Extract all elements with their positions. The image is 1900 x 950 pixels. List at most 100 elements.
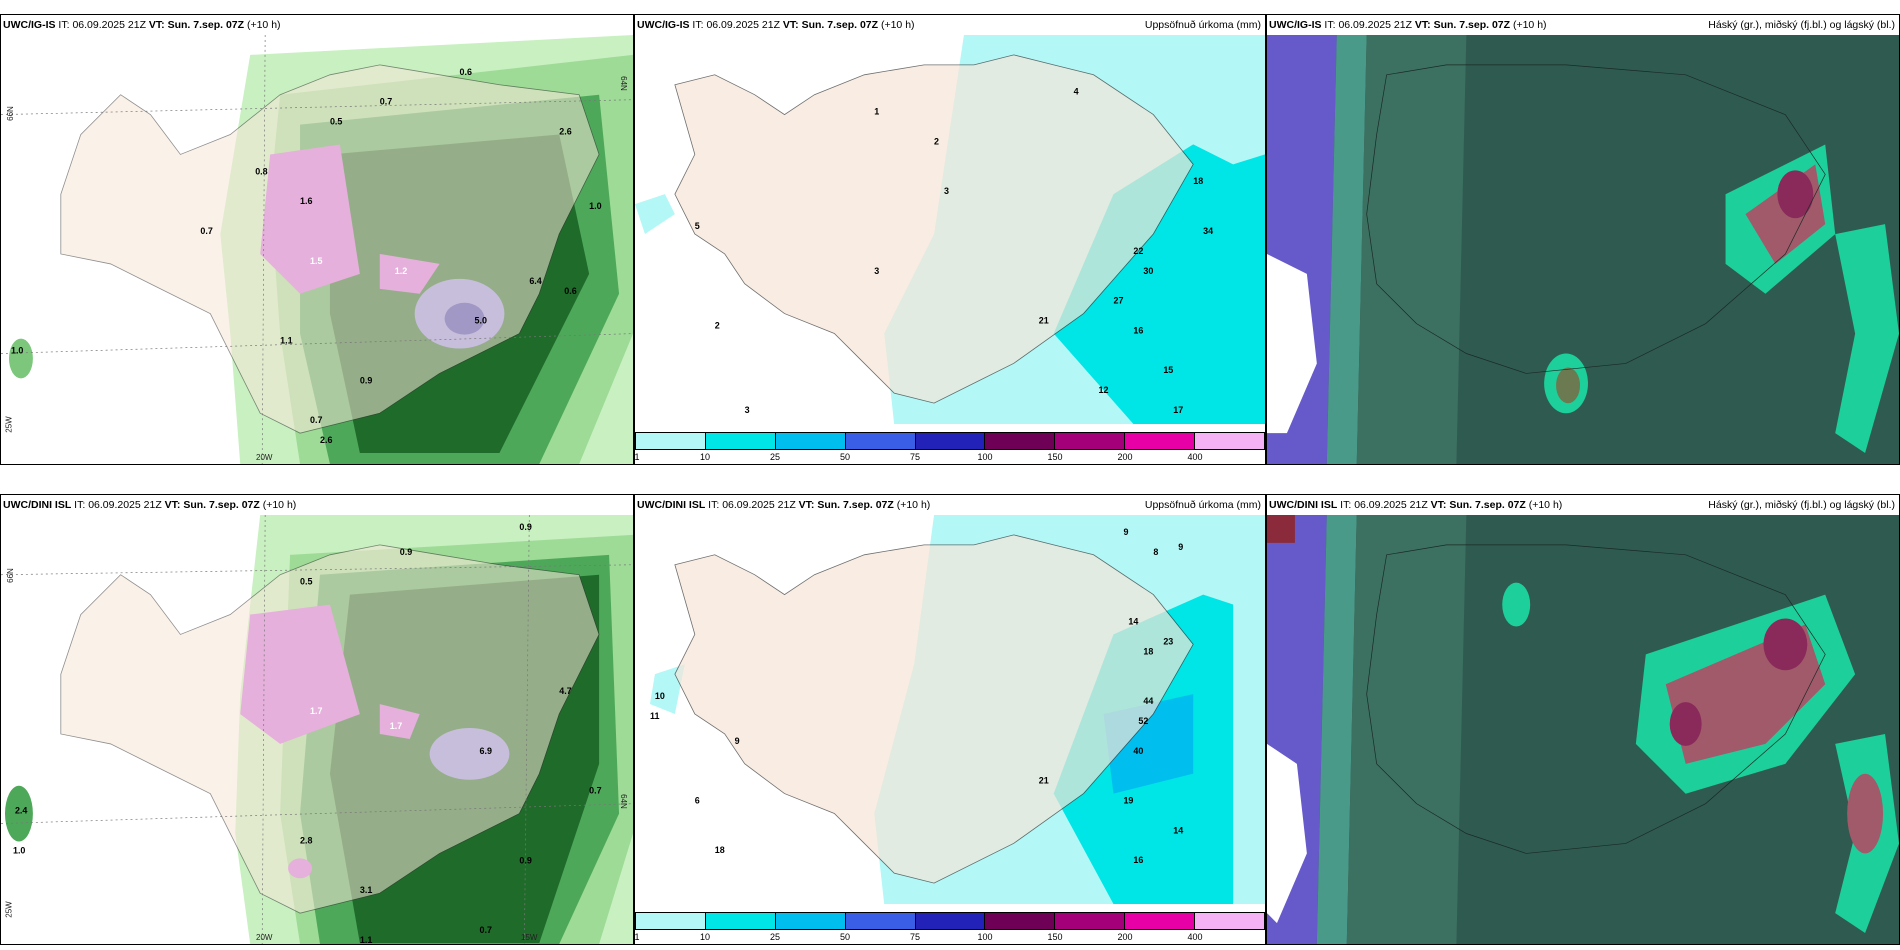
- svg-text:40: 40: [1133, 746, 1143, 756]
- colorbar-bin: [705, 433, 776, 449]
- svg-text:0.9: 0.9: [519, 522, 531, 532]
- colorbar-bin: [1055, 913, 1126, 929]
- lead-time: (+10 h): [1512, 19, 1547, 31]
- svg-text:5: 5: [695, 221, 700, 231]
- model-name: UWC/DINI ISL: [637, 499, 706, 511]
- it-label: IT:: [74, 499, 86, 511]
- vt-label: VT:: [1430, 499, 1447, 511]
- colorbar-tick: 200: [1117, 452, 1133, 462]
- precip-wind-map: 0.50.90.9 1.71.76.9 4.70.73.1 1.11.02.4 …: [1, 515, 633, 944]
- svg-text:0.9: 0.9: [360, 375, 372, 385]
- colorbar-tick: 1: [634, 932, 640, 942]
- svg-text:52: 52: [1138, 716, 1148, 726]
- colorbar-tick: 100: [977, 932, 993, 942]
- svg-text:18: 18: [1193, 176, 1203, 186]
- svg-text:34: 34: [1203, 226, 1213, 236]
- lead-time: (+10 h): [246, 19, 281, 31]
- svg-text:9: 9: [1178, 542, 1183, 552]
- vt-value: Sun. 7.sep. 07Z: [167, 19, 245, 31]
- lat-label-64n: 64N: [619, 76, 629, 91]
- vt-label: VT:: [148, 19, 165, 31]
- svg-text:3: 3: [745, 405, 750, 415]
- colorbar-bin: [775, 433, 846, 449]
- map-area: 0.5 0.7 0.6 0.7 0.8 1.6 1.5 1.2 5.0 6.4 0.6 0.9 …: [1, 35, 633, 464]
- svg-text:23: 23: [1163, 636, 1173, 646]
- field-title: Uppsöfnuð úrkoma (mm): [1144, 499, 1261, 511]
- svg-text:1.0: 1.0: [13, 845, 25, 855]
- colorbar-bin: [915, 433, 986, 449]
- svg-text:21: 21: [1039, 316, 1049, 326]
- vt-value: Sun. 7.sep. 07Z: [183, 499, 260, 511]
- svg-text:1.7: 1.7: [390, 721, 402, 731]
- vt-value: Sun. 7.sep. 07Z: [1449, 499, 1526, 511]
- svg-text:0.7: 0.7: [310, 415, 322, 425]
- colorbar-ticks: 1 10 25 50 75 100 150 200 400: [635, 932, 1265, 944]
- field-title: Háský (gr.), miðský (fj.bl.) og lágský (…: [1708, 499, 1895, 511]
- cloud-map: [1267, 515, 1899, 944]
- colorbar-tick: 150: [1047, 452, 1063, 462]
- svg-text:22: 22: [1133, 246, 1143, 256]
- svg-text:1.0: 1.0: [11, 346, 23, 356]
- vt-label: VT:: [164, 499, 181, 511]
- vt-label: VT:: [1414, 19, 1431, 31]
- it-value: 06.09.2025 21Z: [1338, 19, 1412, 31]
- svg-text:0.5: 0.5: [300, 577, 312, 587]
- svg-text:8: 8: [1153, 547, 1158, 557]
- panel-header: UWC/DINI ISL IT: 06.09.2025 21Z VT: Sun.…: [1267, 495, 1899, 515]
- lon-label-25w: 25W: [4, 901, 14, 918]
- model-name: UWC/IG-IS: [637, 19, 690, 31]
- lead-time: (+10 h): [880, 19, 915, 31]
- svg-text:0.6: 0.6: [564, 286, 576, 296]
- svg-text:18: 18: [715, 845, 725, 855]
- svg-text:14: 14: [1173, 825, 1183, 835]
- colorbar-bin: [1195, 433, 1265, 449]
- lon-label-20w: 20W: [256, 933, 273, 942]
- svg-text:30: 30: [1143, 266, 1153, 276]
- colorbar-tick: 10: [699, 932, 711, 942]
- svg-text:6.4: 6.4: [529, 276, 541, 286]
- panel-header: UWC/IG-IS IT: 06.09.2025 21Z VT: Sun. 7.…: [1, 15, 633, 35]
- it-label: IT:: [1324, 19, 1336, 31]
- svg-text:0.9: 0.9: [400, 547, 412, 557]
- colorbar-tick: 50: [839, 932, 851, 942]
- svg-text:1.1: 1.1: [280, 336, 292, 346]
- lon-label-25w: 25W: [4, 416, 14, 433]
- svg-text:16: 16: [1133, 855, 1143, 865]
- panel-clouds-igis: UWC/IG-IS IT: 06.09.2025 21Z VT: Sun. 7.…: [1266, 14, 1900, 465]
- svg-text:19: 19: [1123, 796, 1133, 806]
- svg-text:9: 9: [1123, 527, 1128, 537]
- colorbar-bin: [915, 913, 986, 929]
- model-name: UWC/IG-IS: [1269, 19, 1322, 31]
- lon-label-15w: 15W: [521, 933, 538, 942]
- svg-text:4.7: 4.7: [559, 686, 571, 696]
- svg-text:15: 15: [1163, 365, 1173, 375]
- colorbar: [635, 432, 1265, 450]
- svg-text:11: 11: [650, 711, 659, 721]
- panel-wind-precip-dini: UWC/DINI ISL IT: 06.09.2025 21Z VT: Sun.…: [0, 494, 634, 945]
- svg-text:4: 4: [1074, 87, 1079, 97]
- field-title: Uppsöfnuð úrkoma (mm): [1144, 19, 1261, 31]
- svg-text:1.2: 1.2: [395, 266, 407, 276]
- precip-wind-map: 0.50.70.6 0.70.81.6 1.51.25.0 6.40.60.9 …: [1, 35, 633, 464]
- svg-text:1.0: 1.0: [589, 201, 601, 211]
- lat-label-66n: 66N: [5, 106, 15, 121]
- it-label: IT:: [692, 19, 704, 31]
- it-value: 06.09.2025 21Z: [1354, 499, 1428, 511]
- colorbar-bin: [985, 913, 1056, 929]
- svg-text:0.6: 0.6: [460, 67, 472, 77]
- panel-header: UWC/IG-IS IT: 06.09.2025 21Z VT: Sun. 7.…: [635, 15, 1265, 35]
- svg-text:12: 12: [1099, 385, 1109, 395]
- svg-text:1.1: 1.1: [360, 935, 372, 944]
- colorbar-tick: 25: [769, 452, 781, 462]
- it-value: 06.09.2025 21Z: [722, 499, 796, 511]
- it-label: IT:: [708, 499, 720, 511]
- colorbar-tick: 50: [839, 452, 851, 462]
- colorbar-bin: [845, 433, 916, 449]
- panel-wind-precip-igis: UWC/IG-IS IT: 06.09.2025 21Z VT: Sun. 7.…: [0, 14, 634, 465]
- it-label: IT:: [58, 19, 70, 31]
- panel-header: UWC/DINI ISL IT: 06.09.2025 21Z VT: Sun.…: [1, 495, 633, 515]
- svg-text:1: 1: [874, 107, 879, 117]
- colorbar-bin: [1125, 433, 1196, 449]
- colorbar-tick: 100: [977, 452, 993, 462]
